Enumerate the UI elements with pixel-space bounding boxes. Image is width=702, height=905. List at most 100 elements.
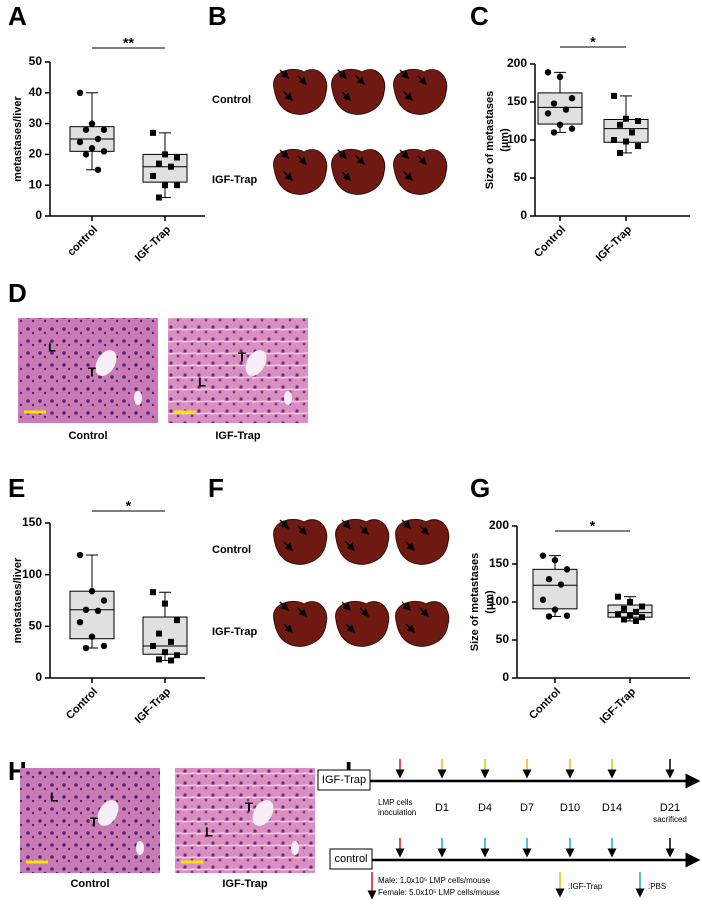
data-point (562, 106, 570, 113)
significance: * (590, 34, 596, 50)
y-tick-label: 30 (29, 116, 43, 130)
y-tick-label: 100 (507, 132, 527, 146)
data-point (100, 126, 108, 133)
y-tick-label: 0 (520, 208, 527, 222)
data-point (545, 576, 553, 583)
vessel (252, 800, 274, 826)
box (142, 616, 188, 655)
x-tick-label: IGF-Trap (133, 685, 174, 726)
data-point (633, 608, 639, 615)
arrow (279, 149, 289, 159)
tissue-mark: T (245, 799, 253, 814)
liver-photo (335, 600, 390, 647)
liver-photo (273, 68, 328, 115)
y-axis-label: metastases/liver (12, 95, 24, 181)
data-point (156, 160, 162, 167)
tissue-mark: L (50, 789, 58, 804)
x-tick-label: IGF-Trap (133, 223, 174, 264)
arrow (399, 69, 409, 79)
arrow (279, 601, 289, 611)
significance: * (590, 518, 596, 534)
liver-photo (395, 600, 450, 647)
liver-photo (395, 518, 450, 565)
group-box (329, 848, 373, 870)
arrow (417, 155, 427, 165)
data-point (621, 616, 627, 623)
data-point (623, 115, 629, 122)
data-point (627, 599, 633, 605)
arrow (419, 607, 429, 617)
day-label: D1 (435, 802, 449, 814)
data-point (539, 596, 547, 603)
data-point (82, 606, 90, 613)
legend-text: :IGF-Trap (568, 882, 603, 891)
liver-photo (335, 518, 390, 565)
data-point (174, 182, 180, 189)
arrow (401, 519, 411, 529)
box (69, 590, 115, 640)
data-point (563, 566, 571, 573)
day-label: D21 (660, 802, 680, 814)
data-point (168, 657, 174, 664)
data-point (156, 194, 162, 201)
data-point (76, 138, 84, 146)
arrow (297, 525, 307, 535)
vessel (97, 800, 119, 826)
y-tick-label: 150 (22, 515, 42, 529)
box (532, 568, 578, 610)
arrow (417, 75, 427, 85)
tissue-mark: T (90, 814, 98, 829)
row-label: IGF-Trap (212, 626, 258, 638)
arrow (359, 525, 369, 535)
box (537, 92, 583, 125)
vessel (291, 841, 299, 855)
x-tick-label: Control (527, 686, 563, 722)
arrow (297, 75, 307, 85)
data-point (544, 69, 552, 76)
row-label: Control (212, 94, 251, 106)
data-point (557, 581, 565, 588)
data-point (621, 605, 627, 612)
data-point (174, 617, 180, 624)
arrow (399, 149, 409, 159)
data-point (82, 151, 90, 158)
arrow (405, 623, 415, 633)
histology-image (175, 768, 315, 873)
inoculation: LMP cells (378, 798, 413, 807)
data-point (76, 551, 84, 559)
legend-text: Female: 5.0x10⁵ LMP cells/mouse (378, 888, 500, 897)
significance: * (126, 498, 132, 514)
caption: IGF-Trap (215, 430, 261, 442)
y-tick-label: 10 (29, 177, 43, 191)
data-point (611, 137, 617, 143)
data-point (94, 166, 102, 173)
y-tick-label: 50 (29, 54, 43, 68)
panel-letter: D (8, 278, 27, 308)
x-tick-label: Control (64, 686, 100, 722)
arrow (279, 519, 289, 529)
y-tick-label: 200 (489, 518, 509, 532)
data-point (156, 656, 162, 663)
panel-letter: F (208, 473, 224, 503)
group-box (317, 769, 371, 791)
data-point (162, 182, 168, 189)
legend-text: Male: 1.0x10⁵ LMP cells/mouse (378, 876, 491, 885)
histology-image (18, 318, 158, 423)
panel-letter: A (8, 1, 27, 31)
data-point (611, 92, 617, 99)
y-tick-label: 200 (507, 56, 527, 70)
arrow (283, 623, 293, 633)
panel-letter: B (208, 1, 227, 31)
data-point (615, 593, 621, 600)
y-tick-label: 0 (35, 208, 42, 222)
data-point (539, 552, 547, 559)
histology-image (20, 768, 160, 873)
panel-letter: E (8, 473, 25, 503)
data-point (635, 118, 641, 124)
arrow (279, 69, 289, 79)
arrow (297, 607, 307, 617)
data-point (556, 73, 564, 81)
x-tick-label: Control (532, 224, 568, 260)
vessel (284, 391, 292, 405)
tissue-mark: T (238, 349, 246, 364)
